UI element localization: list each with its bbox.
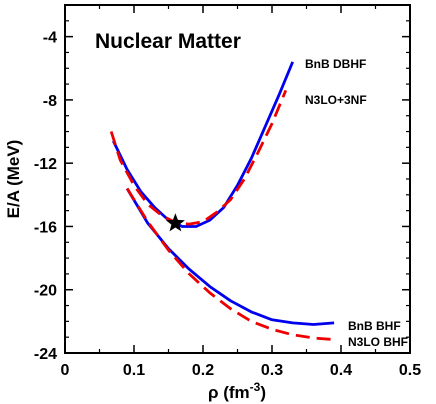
- y-tick-label: -20: [34, 283, 57, 300]
- x-tick-label: 0.2: [192, 362, 214, 379]
- x-axis-title-main: ρ (fm: [208, 383, 250, 402]
- series-label: BnB DBHF: [305, 57, 366, 71]
- chart-title: Nuclear Matter: [95, 30, 241, 53]
- series-label: N3LO+3NF: [305, 93, 367, 107]
- series-line-bnb-bhf: [125, 187, 335, 326]
- x-axis-title: ρ (fm-3): [208, 380, 266, 402]
- y-tick-label: -16: [34, 219, 57, 236]
- x-axis-title-superscript: -3: [250, 380, 261, 394]
- series-line-n3lo-3nf: [109, 89, 288, 226]
- y-tick-label: -12: [34, 156, 57, 173]
- x-tick-label: 0.5: [399, 362, 421, 379]
- y-tick-label: -4: [43, 30, 57, 47]
- y-axis-title: E/A (MeV): [4, 140, 23, 219]
- y-tick-label: -24: [34, 346, 57, 363]
- series-label: BnB BHF: [348, 319, 401, 333]
- x-tick-label: 0.3: [261, 362, 283, 379]
- series-line-bnb-dbhf: [112, 61, 294, 228]
- x-tick-label: 0: [61, 362, 70, 379]
- series-line-n3lo-bhf: [125, 187, 335, 341]
- x-tick-label: 0.1: [123, 362, 145, 379]
- y-tick-label: -8: [43, 93, 57, 110]
- x-tick-label: 0.4: [330, 362, 352, 379]
- plot-area: 0 0.1 0.2 0.3 0.4 0.5 -24 -20 -16 -12 -8 -4 BnB DBHF…: [4, 4, 421, 402]
- series-label: N3LO BHF: [348, 335, 408, 349]
- star-marker: [165, 213, 185, 232]
- x-axis-title-close: ): [260, 383, 266, 402]
